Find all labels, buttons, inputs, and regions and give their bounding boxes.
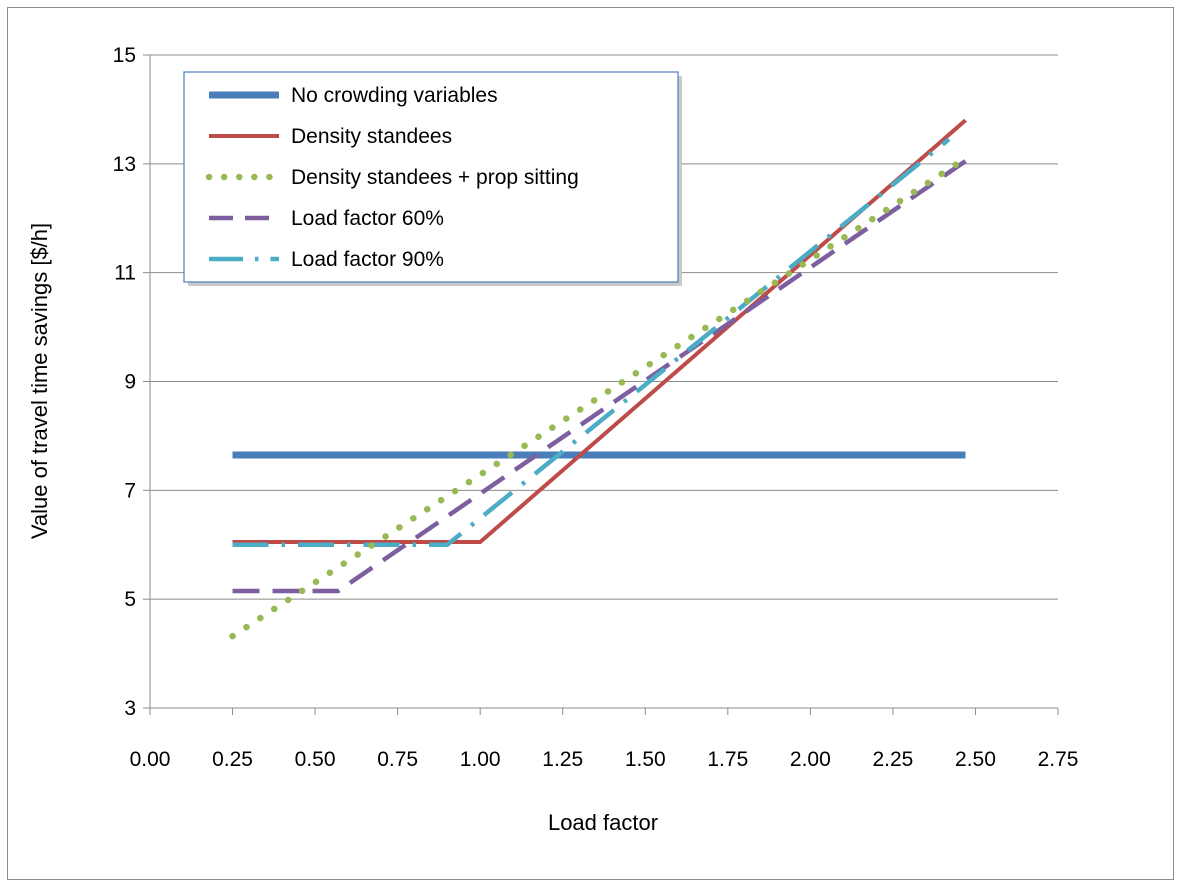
x-tick-label: 2.75 [1038, 748, 1079, 771]
x-tick-label: 0.75 [377, 748, 418, 771]
series-line-4 [232, 137, 951, 548]
x-tick-label: 1.25 [542, 748, 583, 771]
legend-label-4: Load factor 90% [291, 248, 444, 271]
y-tick-label: 7 [124, 479, 136, 502]
series-line-1 [232, 118, 967, 544]
y-tick-label: 5 [124, 588, 136, 611]
y-tick-label: 13 [113, 153, 136, 176]
x-tick-label: 1.50 [625, 748, 666, 771]
axes [143, 54, 1059, 715]
x-tick-label: 0.00 [130, 748, 171, 771]
legend-label-0: No crowding variables [291, 84, 498, 107]
y-tick-label: 11 [114, 262, 136, 285]
legend-label-3: Load factor 60% [291, 207, 444, 230]
y-tick-label: 15 [113, 44, 136, 67]
series-lines [229, 118, 969, 640]
series-line-3 [232, 159, 967, 594]
y-axis-label: Value of travel time savings [$/h] [27, 223, 52, 539]
legend-label-2: Density standees + prop sitting [291, 166, 579, 189]
legend: No crowding variables Density standees Den… [183, 71, 682, 286]
x-tick-label: 2.25 [872, 748, 913, 771]
series-line-2 [229, 155, 969, 640]
y-tick-label: 9 [124, 371, 136, 394]
x-tick-label: 0.25 [212, 748, 253, 771]
y-tick-label: 3 [124, 697, 136, 720]
x-tick-label: 2.00 [790, 748, 831, 771]
tick-labels: 3 5 7 9 11 13 15 0.00 0.25 0.50 0.75 1.00 1.25 1.50 1.… [113, 44, 1079, 771]
x-tick-label: 0.50 [295, 748, 336, 771]
x-tick-label: 1.00 [460, 748, 501, 771]
x-axis-label: Load factor [548, 810, 658, 835]
x-tick-label: 1.75 [707, 748, 748, 771]
x-tick-label: 2.50 [955, 748, 996, 771]
legend-label-1: Density standees [291, 125, 452, 148]
